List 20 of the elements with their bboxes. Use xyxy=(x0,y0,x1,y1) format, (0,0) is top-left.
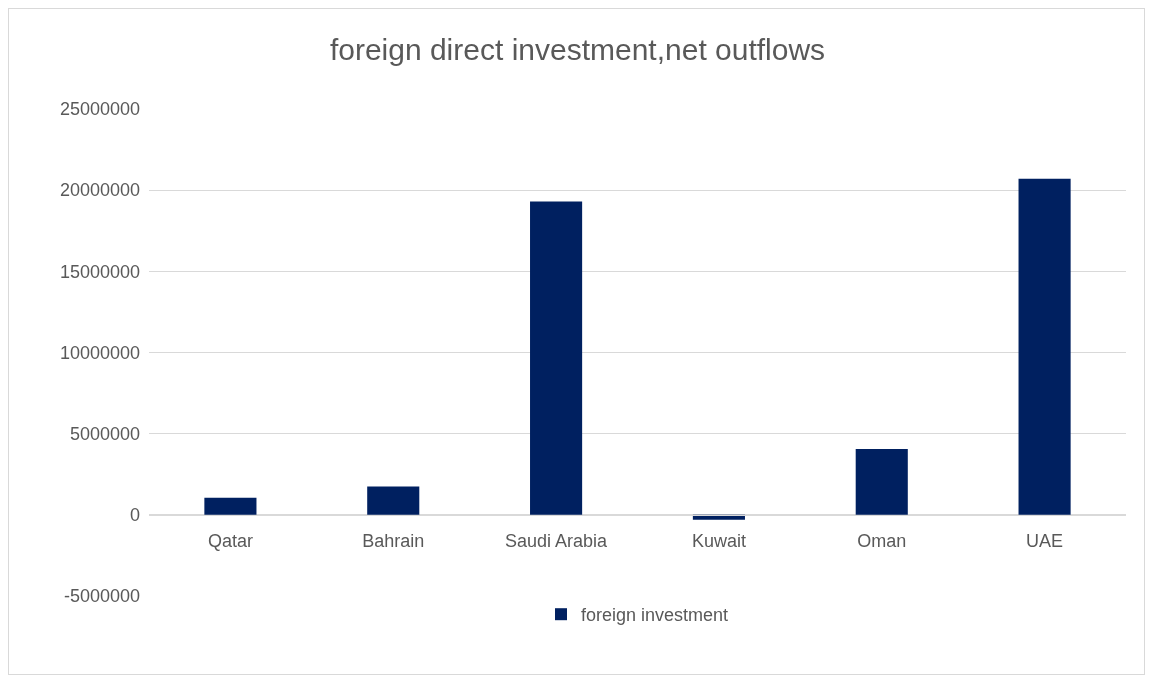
y-tick-label: 25000000 xyxy=(59,99,140,120)
y-tick-label: -5000000 xyxy=(63,586,140,607)
x-tick-label: Kuwait xyxy=(691,531,746,552)
y-tick-label: 0 xyxy=(129,505,140,526)
bar xyxy=(530,201,583,515)
bar xyxy=(204,497,257,515)
y-tick-label: 5000000 xyxy=(69,423,140,444)
chart-title: foreign direct investment,net outflows xyxy=(329,33,826,67)
bar xyxy=(855,449,908,515)
y-tick-label: 20000000 xyxy=(59,180,140,201)
bar xyxy=(1018,178,1071,515)
x-tick-label: Saudi Arabia xyxy=(505,531,609,552)
x-tick-label: Qatar xyxy=(207,531,253,552)
x-tick-label: Bahrain xyxy=(362,531,425,552)
y-tick-label: 15000000 xyxy=(59,261,140,282)
x-tick-label: Oman xyxy=(857,531,907,552)
legend-label: foreign investment xyxy=(581,605,729,626)
y-tick-label: 10000000 xyxy=(59,342,140,363)
x-tick-label: UAE xyxy=(1026,531,1064,552)
bar xyxy=(367,486,420,515)
